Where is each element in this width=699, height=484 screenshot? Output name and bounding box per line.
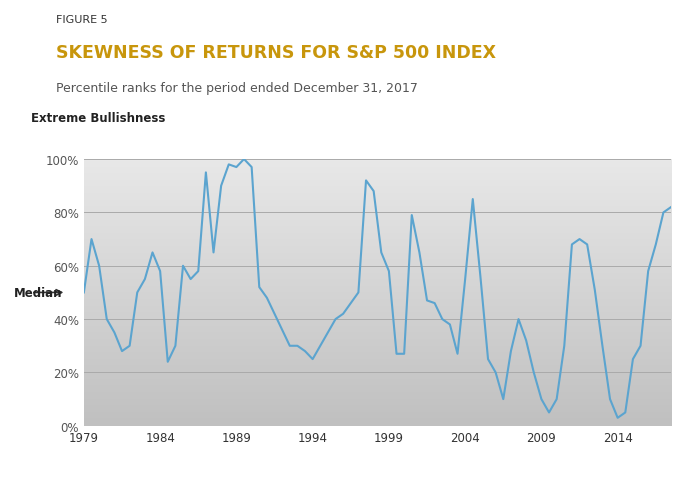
Text: Extreme Bullishness: Extreme Bullishness <box>31 112 166 125</box>
Text: Median: Median <box>13 287 62 299</box>
Text: Percentile ranks for the period ended December 31, 2017: Percentile ranks for the period ended De… <box>56 82 418 95</box>
Text: FIGURE 5: FIGURE 5 <box>56 15 108 25</box>
Text: SKEWNESS OF RETURNS FOR S&P 500 INDEX: SKEWNESS OF RETURNS FOR S&P 500 INDEX <box>56 44 496 61</box>
